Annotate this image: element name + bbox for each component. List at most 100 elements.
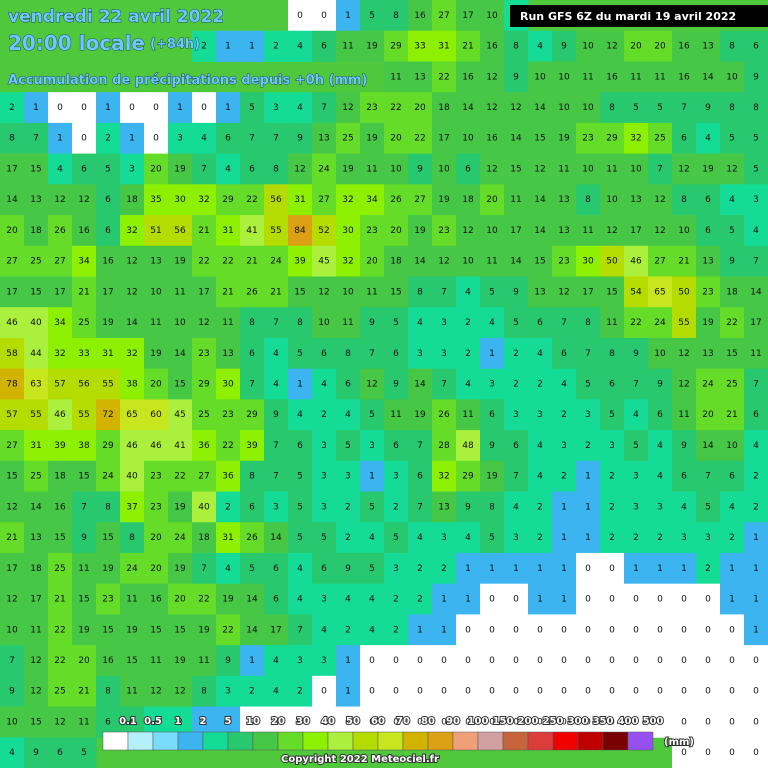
cell-value: 19 [414, 410, 426, 420]
cell-fill [240, 491, 265, 523]
cell-value: 0 [753, 748, 759, 758]
cell-value: 20 [390, 226, 402, 236]
cell-fill [0, 460, 25, 493]
cell-fill [432, 491, 457, 523]
cell-value: 15 [78, 595, 89, 605]
cell-fill [48, 583, 73, 615]
cell-fill [264, 675, 289, 708]
cell-fill [408, 245, 433, 277]
legend-label: 0.1 [119, 716, 137, 727]
cell-value: 1 [33, 103, 39, 113]
cell-value: 8 [729, 103, 735, 113]
cell-fill [480, 153, 505, 185]
cell-value: 5 [393, 533, 399, 543]
cell-fill [96, 491, 121, 523]
cell-fill [720, 337, 745, 370]
cell-value: 4 [321, 625, 327, 635]
cell-fill [96, 245, 121, 277]
cell-value: 1 [753, 533, 759, 543]
cell-fill [360, 30, 385, 62]
cell-value: 23 [582, 134, 593, 144]
cell-value: 4 [681, 502, 687, 512]
legend-label: 150 [493, 716, 514, 727]
cell-value: 1 [561, 564, 567, 574]
cell-value: 19 [366, 134, 378, 144]
cell-fill [744, 552, 768, 585]
cell-value: 12 [510, 103, 521, 113]
cell-fill [168, 430, 193, 462]
cell-value: 5 [393, 318, 399, 328]
cell-value: 2 [345, 625, 351, 635]
cell-fill [456, 430, 481, 462]
cell-fill [504, 276, 529, 308]
cell-value: 3 [321, 441, 327, 451]
cell-fill [360, 368, 385, 400]
cell-fill [264, 30, 289, 62]
cell-fill [480, 122, 505, 155]
cell-value: 19 [174, 257, 186, 267]
cell-value: 0 [753, 717, 759, 727]
cell-value: 8 [585, 318, 591, 328]
cell-value: 17 [630, 226, 641, 236]
cell-fill [456, 0, 481, 32]
cell-value: 6 [657, 410, 663, 420]
cell-value: 0 [489, 656, 495, 666]
cell-fill [528, 30, 553, 62]
cell-value: 0 [81, 103, 87, 113]
cell-fill [72, 337, 97, 370]
cell-fill [384, 430, 409, 462]
cell-value: 6 [273, 564, 279, 574]
cell-value: 12 [678, 349, 689, 359]
cell-fill [24, 645, 49, 677]
cell-value: 0 [681, 656, 687, 666]
cell-value: 12 [486, 103, 497, 113]
cell-fill [96, 122, 121, 155]
cell-fill [168, 153, 193, 185]
cell-value: 8 [753, 103, 759, 113]
cell-fill [528, 61, 553, 93]
cell-fill [0, 552, 25, 585]
cell-value: 8 [297, 318, 303, 328]
cell-value: 23 [150, 472, 161, 482]
cell-value: 0 [705, 717, 711, 727]
cell-value: 0 [369, 656, 375, 666]
cell-value: 21 [726, 410, 737, 420]
cell-value: 12 [318, 287, 329, 297]
cell-value: 0 [585, 595, 591, 605]
cell-fill [0, 153, 25, 185]
cell-fill [504, 30, 529, 62]
cell-value: 4 [537, 349, 543, 359]
cell-fill [120, 245, 145, 277]
cell-fill [624, 614, 649, 646]
cell-value: 13 [222, 349, 233, 359]
cell-value: 10 [654, 349, 666, 359]
cell-value: 5 [369, 564, 375, 574]
cell-value: 20 [654, 42, 666, 52]
cell-fill [192, 430, 217, 462]
cell-value: 1 [585, 502, 591, 512]
cell-value: 0 [729, 717, 735, 727]
cell-fill [240, 645, 265, 677]
cell-value: 9 [681, 441, 687, 451]
cell-fill [744, 737, 768, 768]
cell-fill [264, 645, 289, 677]
cell-fill [144, 645, 169, 677]
cell-fill [144, 430, 169, 462]
cell-fill [360, 522, 385, 554]
cell-fill [168, 215, 193, 247]
cell-fill [648, 61, 673, 93]
cell-value: 12 [6, 595, 17, 605]
cell-value: 0 [561, 656, 567, 666]
cell-fill [576, 61, 601, 93]
cell-value: 0 [729, 625, 735, 635]
cell-fill [744, 522, 768, 554]
cell-value: 3 [681, 533, 687, 543]
cell-value: 20 [6, 226, 18, 236]
cell-value: 46 [54, 410, 66, 420]
cell-value: 0 [441, 687, 447, 697]
cell-fill [336, 0, 361, 32]
cell-value: 21 [462, 42, 473, 52]
cell-fill [120, 583, 145, 615]
cell-value: 32 [54, 349, 65, 359]
cell-value: 0 [681, 687, 687, 697]
